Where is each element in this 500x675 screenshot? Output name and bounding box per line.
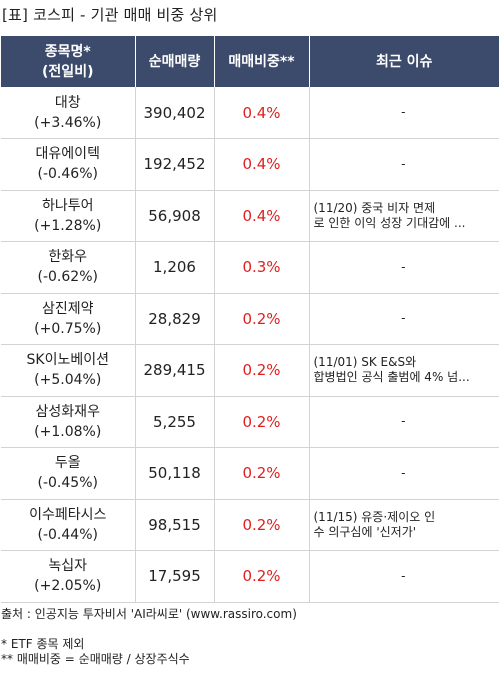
net-volume-cell: 289,415 bbox=[135, 344, 215, 397]
stock-name-cell: 삼진제약 (+0.75%) bbox=[1, 293, 136, 345]
recent-issue-cell: - bbox=[309, 241, 499, 294]
trading-ratio-cell: 0.2% bbox=[214, 550, 310, 603]
table-row: 대창 (+3.46%) 390,402 0.4% - bbox=[1, 87, 499, 139]
column-header-name-line1: 종목명* bbox=[44, 43, 91, 60]
stock-change: (+1.28%) bbox=[34, 217, 102, 234]
stock-name-cell: SK이노베이션 (+5.04%) bbox=[1, 344, 136, 397]
column-header-ratio: 매매비중** bbox=[214, 36, 310, 87]
table-header-row: 종목명* (전일비) 순매매량 매매비중** 최근 이슈 bbox=[1, 36, 499, 87]
stock-name: 두올 bbox=[54, 455, 81, 472]
trading-ratio-cell: 0.2% bbox=[214, 293, 310, 345]
net-volume-cell: 56,908 bbox=[135, 190, 215, 242]
trading-ratio-cell: 0.2% bbox=[214, 396, 310, 448]
stock-name-cell: 두올 (-0.45%) bbox=[1, 447, 136, 500]
table-row: 이수페타시스 (-0.44%) 98,515 0.2% (11/15) 유증·제이오 인… bbox=[1, 499, 499, 551]
trading-ratio-cell: 0.4% bbox=[214, 87, 310, 139]
net-volume-cell: 1,206 bbox=[135, 241, 215, 294]
stock-change: (+5.04%) bbox=[34, 372, 102, 389]
column-header-name: 종목명* (전일비) bbox=[1, 36, 136, 87]
recent-issue-text: (11/01) SK E&S와 합병법인 공식 출범에 4% 넘... bbox=[313, 355, 470, 385]
stock-name: 한화우 bbox=[48, 249, 88, 266]
page-title: [표] 코스피 - 기관 매매 비중 상위 bbox=[2, 6, 218, 24]
table-row: 삼진제약 (+0.75%) 28,829 0.2% - bbox=[1, 293, 499, 345]
stock-name: 삼성화재우 bbox=[35, 403, 100, 420]
recent-issue-cell: - bbox=[309, 447, 499, 500]
column-header-issue: 최근 이슈 bbox=[309, 36, 499, 87]
trading-ratio-cell: 0.4% bbox=[214, 190, 310, 242]
net-volume-cell: 17,595 bbox=[135, 550, 215, 603]
recent-issue-text: - bbox=[401, 414, 406, 429]
stock-name: SK이노베이션 bbox=[26, 352, 109, 369]
recent-issue-cell: - bbox=[309, 396, 499, 448]
stock-name: 대유에이텍 bbox=[35, 146, 100, 163]
table-body: 대창 (+3.46%) 390,402 0.4% - 대유에이텍 (-0.46%) 192,4… bbox=[1, 87, 499, 603]
net-volume-cell: 98,515 bbox=[135, 499, 215, 551]
recent-issue-text: - bbox=[401, 105, 406, 119]
table-row: 녹십자 (+2.05%) 17,595 0.2% - bbox=[1, 550, 499, 603]
stock-name: 이수페타시스 bbox=[29, 506, 107, 523]
table-row: 대유에이텍 (-0.46%) 192,452 0.4% - bbox=[1, 138, 499, 191]
stock-change: (-0.44%) bbox=[37, 526, 98, 543]
trading-ratio-cell: 0.2% bbox=[214, 344, 310, 397]
stock-name: 녹십자 bbox=[48, 558, 88, 575]
stock-name-cell: 이수페타시스 (-0.44%) bbox=[1, 499, 136, 551]
recent-issue-cell: - bbox=[309, 293, 499, 345]
recent-issue-text: (11/20) 중국 비자 면제 로 인한 이익 성장 기대감에 ... bbox=[313, 200, 466, 230]
table-row: 삼성화재우 (+1.08%) 5,255 0.2% - bbox=[1, 396, 499, 448]
footnote-etf: * ETF 종목 제외 bbox=[1, 637, 85, 651]
stock-change: (+3.46%) bbox=[34, 114, 102, 131]
recent-issue-cell: - bbox=[309, 550, 499, 603]
stock-change: (-0.45%) bbox=[37, 475, 98, 492]
recent-issue-text: - bbox=[401, 259, 406, 274]
recent-issue-text: - bbox=[401, 568, 406, 583]
stock-change: (+1.08%) bbox=[34, 423, 102, 440]
recent-issue-cell: (11/20) 중국 비자 면제 로 인한 이익 성장 기대감에 ... bbox=[309, 190, 499, 242]
stock-name-cell: 삼성화재우 (+1.08%) bbox=[1, 396, 136, 448]
trading-ratio-cell: 0.2% bbox=[214, 447, 310, 500]
stock-change: (-0.46%) bbox=[37, 166, 98, 183]
net-volume-cell: 390,402 bbox=[135, 87, 215, 139]
recent-issue-cell: (11/15) 유증·제이오 인 수 의구심에 '신저가' bbox=[309, 499, 499, 551]
stock-change: (+2.05%) bbox=[34, 578, 102, 595]
stock-name-cell: 대유에이텍 (-0.46%) bbox=[1, 138, 136, 191]
stock-name: 대창 bbox=[54, 94, 81, 111]
stock-name-cell: 녹십자 (+2.05%) bbox=[1, 550, 136, 603]
recent-issue-text: (11/15) 유증·제이오 인 수 의구심에 '신저가' bbox=[313, 509, 436, 539]
source-note: 출처 : 인공지능 투자비서 'AI라씨로' (www.rassiro.com) bbox=[1, 607, 297, 621]
net-volume-cell: 192,452 bbox=[135, 138, 215, 191]
recent-issue-cell: - bbox=[309, 138, 499, 191]
stock-change: (-0.62%) bbox=[37, 269, 98, 286]
stock-name-cell: 대창 (+3.46%) bbox=[1, 87, 136, 139]
table-row: 한화우 (-0.62%) 1,206 0.3% - bbox=[1, 241, 499, 294]
recent-issue-text: - bbox=[401, 156, 406, 171]
recent-issue-cell: (11/01) SK E&S와 합병법인 공식 출범에 4% 넘... bbox=[309, 344, 499, 397]
recent-issue-text: - bbox=[401, 311, 406, 326]
stock-name: 삼진제약 bbox=[41, 300, 94, 317]
table-row: SK이노베이션 (+5.04%) 289,415 0.2% (11/01) SK E&S… bbox=[1, 344, 499, 397]
trading-ratio-cell: 0.3% bbox=[214, 241, 310, 294]
stock-name-cell: 한화우 (-0.62%) bbox=[1, 241, 136, 294]
table-row: 하나투어 (+1.28%) 56,908 0.4% (11/20) 중국 비자 면제 로… bbox=[1, 190, 499, 242]
trading-ratio-cell: 0.2% bbox=[214, 499, 310, 551]
column-header-name-line2: (전일비) bbox=[42, 63, 94, 80]
stock-name: 하나투어 bbox=[41, 197, 94, 214]
institution-trading-table: 종목명* (전일비) 순매매량 매매비중** 최근 이슈 대창 (+3.46%) 3… bbox=[1, 36, 499, 603]
stock-change: (+0.75%) bbox=[34, 320, 102, 337]
stock-name-cell: 하나투어 (+1.28%) bbox=[1, 190, 136, 242]
net-volume-cell: 5,255 bbox=[135, 396, 215, 448]
footnote-ratio-definition: ** 매매비중 = 순매매량 / 상장주식수 bbox=[1, 652, 190, 666]
recent-issue-cell: - bbox=[309, 87, 499, 139]
net-volume-cell: 28,829 bbox=[135, 293, 215, 345]
recent-issue-text: - bbox=[401, 465, 406, 480]
column-header-volume: 순매매량 bbox=[135, 36, 215, 87]
net-volume-cell: 50,118 bbox=[135, 447, 215, 500]
table-row: 두올 (-0.45%) 50,118 0.2% - bbox=[1, 447, 499, 500]
trading-ratio-cell: 0.4% bbox=[214, 138, 310, 191]
